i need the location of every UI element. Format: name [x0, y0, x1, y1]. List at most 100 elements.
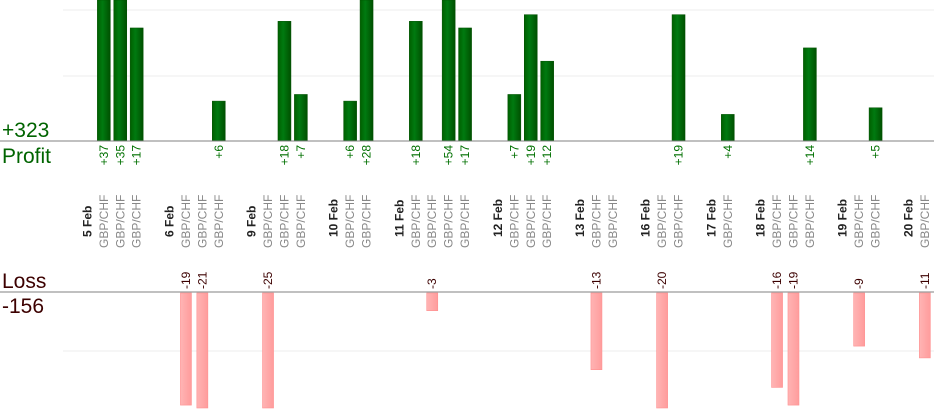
- date-label: 9 Feb: [245, 206, 259, 237]
- loss-value-label: -19: [786, 271, 800, 289]
- loss-value-label: -11: [918, 272, 932, 289]
- loss-bar: [853, 292, 865, 347]
- instrument-label: GBP/CHF: [195, 195, 209, 248]
- profit-bar: [294, 94, 308, 142]
- profit-value-label: +14: [803, 145, 817, 166]
- loss-label: Loss: [2, 270, 46, 293]
- date-label: 20 Feb: [901, 199, 915, 237]
- loss-bar: [787, 292, 800, 406]
- date-label: 10 Feb: [327, 199, 341, 237]
- profit-value-label: +6: [212, 145, 226, 159]
- profit-value-label: +7: [507, 145, 521, 159]
- date-label: 18 Feb: [754, 199, 768, 237]
- instrument-label: GBP/CHF: [606, 195, 620, 248]
- loss-value-label: -3: [425, 278, 439, 289]
- loss-value-label: -19: [179, 271, 193, 289]
- loss-bar: [919, 292, 931, 359]
- instrument-label: GBP/CHF: [918, 195, 932, 248]
- profit-bar: [359, 0, 374, 142]
- profit-value-label: +18: [409, 145, 423, 166]
- profit-bar: [441, 0, 456, 142]
- loss-value-label: -16: [770, 271, 784, 289]
- profit-value-label: +18: [277, 145, 291, 166]
- instrument-label: GBP/CHF: [770, 195, 784, 248]
- profit-bar: [507, 94, 522, 142]
- instrument-label: GBP/CHF: [261, 195, 275, 248]
- profit-value-label: +17: [130, 145, 144, 166]
- date-label: 16 Feb: [639, 199, 653, 237]
- loss-bar: [262, 292, 274, 409]
- profit-total: +323: [2, 119, 49, 142]
- instrument-label: GBP/CHF: [277, 195, 291, 248]
- profit-value-label: +19: [672, 145, 686, 166]
- instrument-label: GBP/CHF: [97, 195, 111, 248]
- profit-value-label: +4: [721, 145, 735, 159]
- date-label: 12 Feb: [491, 199, 505, 237]
- profit-bar: [409, 21, 423, 142]
- loss-value-label: -25: [261, 271, 275, 289]
- instrument-label: GBP/CHF: [589, 195, 603, 248]
- profit-value-label: +6: [343, 145, 357, 159]
- date-label: 19 Feb: [836, 199, 850, 237]
- instrument-label: GBP/CHF: [458, 195, 472, 248]
- profit-bar: [540, 60, 554, 142]
- instrument-label: GBP/CHF: [672, 195, 686, 248]
- profit-bar: [277, 21, 292, 142]
- instrument-label: GBP/CHF: [540, 195, 554, 248]
- profit-value-label: +28: [360, 145, 374, 166]
- instrument-label: GBP/CHF: [360, 195, 374, 248]
- instrument-label: GBP/CHF: [786, 195, 800, 248]
- profit-value-label: +7: [294, 145, 308, 159]
- loss-value-label: -13: [589, 271, 603, 289]
- profit-bar: [97, 0, 111, 142]
- profit-bar: [803, 47, 817, 142]
- profit-bar: [671, 14, 686, 142]
- date-label: 6 Feb: [163, 206, 177, 237]
- profit-bar: [113, 0, 128, 142]
- loss-bar: [771, 292, 783, 388]
- instrument-label: GBP/CHF: [409, 195, 423, 248]
- instrument-label: GBP/CHF: [655, 195, 669, 248]
- profit-value-label: +17: [458, 145, 472, 166]
- instrument-label: GBP/CHF: [721, 195, 735, 248]
- loss-value-label: -20: [655, 271, 669, 289]
- instrument-label: GBP/CHF: [113, 195, 127, 248]
- instrument-label: GBP/CHF: [524, 195, 538, 248]
- profit-bar: [129, 27, 144, 142]
- profit-bar: [524, 14, 538, 142]
- loss-bar: [656, 292, 668, 409]
- instrument-label: GBP/CHF: [179, 195, 193, 248]
- profit-value-label: +35: [113, 145, 127, 166]
- loss-bar: [196, 292, 209, 409]
- instrument-label: GBP/CHF: [212, 195, 226, 248]
- profit-bar: [343, 100, 357, 142]
- instrument-label: GBP/CHF: [507, 195, 521, 248]
- profit-value-label: +37: [97, 145, 111, 166]
- date-label: 13 Feb: [573, 199, 587, 237]
- loss-bar: [426, 292, 439, 312]
- loss-bar: [590, 292, 603, 370]
- date-label: 11 Feb: [392, 200, 406, 237]
- profit-label: Profit: [2, 145, 51, 168]
- instrument-label: GBP/CHF: [442, 195, 456, 248]
- profit-value-label: +54: [442, 145, 456, 166]
- loss-value-label: -9: [852, 278, 866, 289]
- date-label: 5 Feb: [80, 206, 94, 237]
- date-label: 17 Feb: [704, 199, 718, 237]
- instrument-label: GBP/CHF: [803, 195, 817, 248]
- profit-value-label: +5: [869, 145, 883, 159]
- profit-bar: [721, 114, 735, 142]
- instrument-label: GBP/CHF: [294, 195, 308, 248]
- profit-bar: [458, 27, 472, 142]
- instrument-label: GBP/CHF: [869, 195, 883, 248]
- profit-bar: [868, 107, 883, 142]
- instrument-label: GBP/CHF: [130, 195, 144, 248]
- profit-value-label: +19: [524, 145, 538, 166]
- profit-bar: [212, 100, 226, 142]
- instrument-label: GBP/CHF: [852, 195, 866, 248]
- instrument-label: GBP/CHF: [425, 195, 439, 248]
- profit-value-label: +12: [540, 145, 554, 166]
- instrument-label: GBP/CHF: [343, 195, 357, 248]
- loss-total: -156: [2, 295, 44, 318]
